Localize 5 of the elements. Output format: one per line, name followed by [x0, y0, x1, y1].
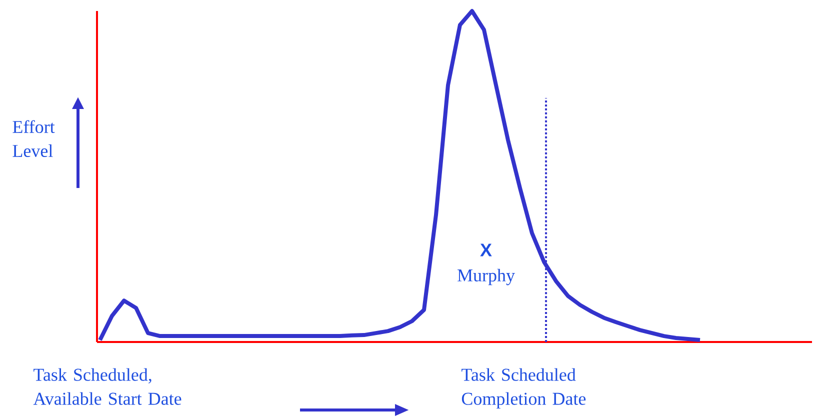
y-axis-title: Effort Level	[12, 120, 55, 158]
annotation: Murphy	[458, 268, 515, 286]
text: Task Scheduled Completion Date	[462, 368, 586, 409]
text: Task Scheduled, Available Start Date	[33, 368, 182, 405]
annotation: X	[480, 244, 492, 256]
